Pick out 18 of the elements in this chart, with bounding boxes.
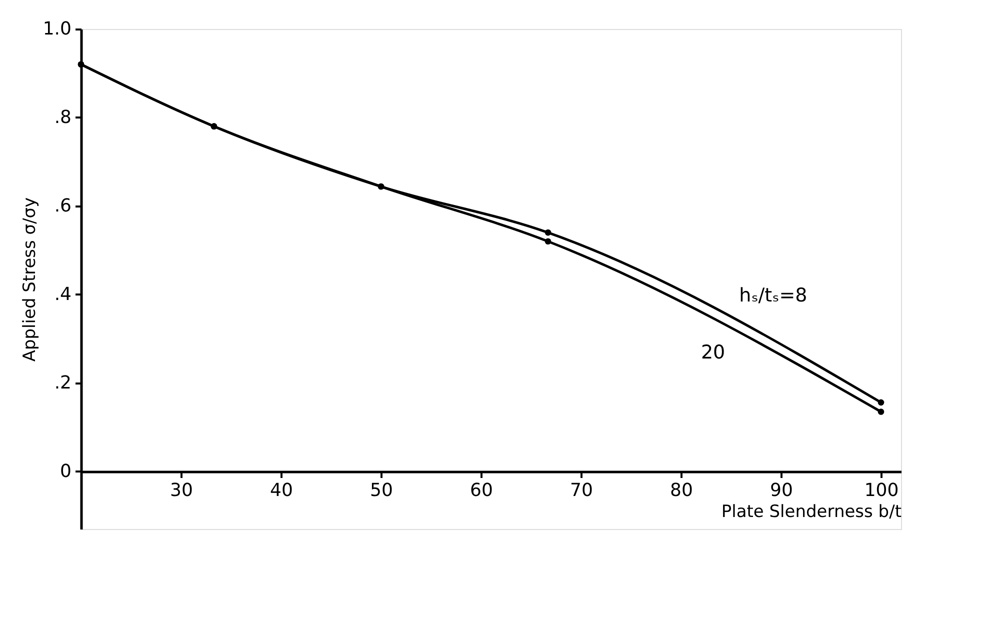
series-label: 20 bbox=[700, 342, 726, 364]
y-axis-title: Applied Stress σ/σy bbox=[20, 197, 40, 362]
y-tick-label: .4 bbox=[54, 284, 72, 305]
x-tick-label: 50 bbox=[370, 480, 393, 501]
x-tick-label: 70 bbox=[570, 480, 593, 501]
y-tick-label: 1.0 bbox=[42, 18, 72, 40]
x-tick-label: 30 bbox=[170, 480, 193, 501]
x-tick-label: 90 bbox=[770, 480, 793, 501]
x-tick-label: 60 bbox=[470, 480, 493, 501]
x-tick-label: 80 bbox=[670, 480, 693, 501]
series-label: hₛ/tₛ=8 bbox=[739, 284, 808, 306]
y-tick-label: .2 bbox=[54, 372, 72, 394]
x-tick-label: 40 bbox=[270, 480, 293, 501]
y-tick-label: 0 bbox=[60, 460, 72, 482]
y-tick-label: .6 bbox=[54, 195, 72, 216]
x-axis-title: Plate Slenderness b/t bbox=[721, 502, 902, 522]
y-tick-label: .8 bbox=[54, 106, 72, 128]
x-tick-label: 100 bbox=[864, 480, 899, 501]
